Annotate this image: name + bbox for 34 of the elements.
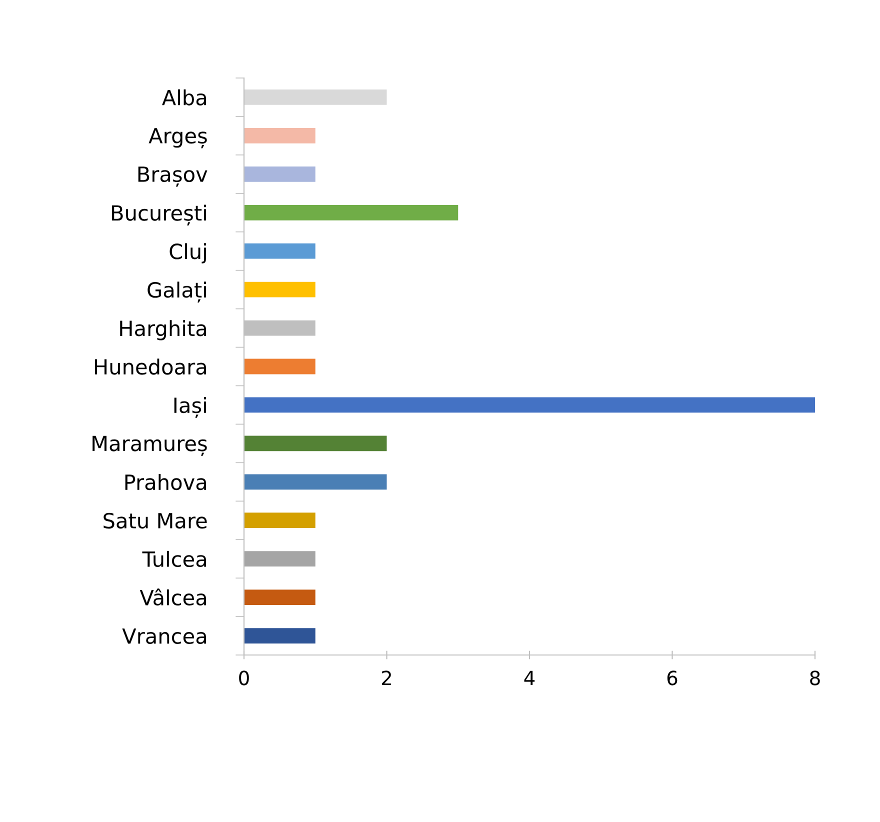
y-tick-label: Galați — [148, 282, 206, 302]
bar — [244, 436, 387, 452]
y-tick-label: Harghita — [120, 320, 206, 340]
y-tick-label: Vâlcea — [140, 588, 206, 606]
bar — [244, 551, 316, 567]
y-tick-label: București — [112, 204, 206, 226]
y-tick-label: Hunedoara — [94, 358, 206, 375]
x-tick-label: 2 — [382, 670, 391, 686]
bar — [244, 166, 316, 182]
bar — [244, 397, 815, 413]
bar — [244, 590, 316, 605]
bar — [244, 204, 458, 220]
bar — [244, 358, 316, 374]
y-tick-label: Vrancea — [122, 628, 206, 644]
bar — [244, 90, 387, 105]
x-tick-label: 0 — [239, 670, 249, 686]
x-tick-label: 8 — [810, 670, 820, 686]
y-tick-label: Cluj — [170, 243, 206, 264]
bar — [244, 282, 316, 298]
bar — [244, 512, 316, 528]
y-tick-label: Iași — [174, 397, 206, 418]
y-tick-label: Satu Mare — [104, 512, 207, 529]
x-tick-label: 6 — [667, 670, 678, 686]
bar — [244, 628, 316, 644]
y-tick-label: Brașov — [138, 166, 208, 187]
x-tick-label: 4 — [524, 670, 535, 686]
y-tick-label: Argeș — [148, 128, 207, 148]
bar — [244, 474, 387, 490]
y-tick-label: Alba — [162, 89, 206, 106]
bar — [244, 243, 316, 259]
y-tick-label: Prahova — [125, 474, 206, 490]
bar — [244, 128, 316, 144]
y-tick-label: Maramureș — [92, 436, 207, 456]
y-tick-label: Tulcea — [142, 550, 206, 568]
